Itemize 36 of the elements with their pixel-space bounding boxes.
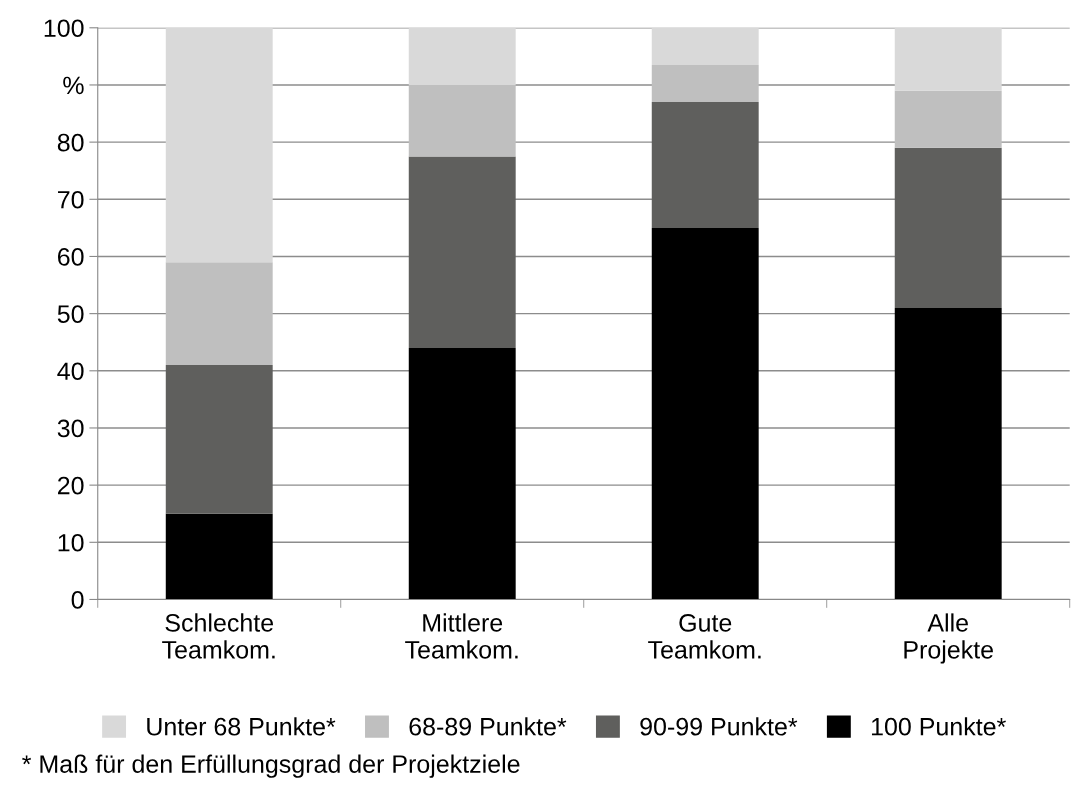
legend-label: 68-89 Punkte*	[409, 717, 567, 736]
bar	[894, 27, 1002, 91]
y-tick-label: 0	[71, 591, 84, 609]
bar	[165, 262, 273, 366]
y-tick-label: 60	[58, 248, 84, 266]
y-tick-label: 10	[58, 533, 84, 552]
bar	[165, 513, 273, 600]
y-tick-label: 30	[57, 419, 84, 438]
legend-label: 90-99 Punkte*	[640, 717, 798, 736]
y-tick-label: 20	[58, 476, 84, 495]
bar	[651, 227, 759, 600]
y-tick-label: 100	[44, 19, 84, 38]
bar	[651, 64, 759, 103]
x-tick-label: Mittlere Teamkom.	[405, 613, 518, 659]
bar	[408, 347, 516, 600]
y-tick-label: 80	[57, 133, 84, 152]
legend-label: Unter 68 Punkte*	[147, 717, 336, 736]
bar	[408, 27, 516, 85]
x-tick-label: Alle Projekte	[904, 613, 993, 664]
bar	[894, 307, 1002, 600]
x-tick-label: Schlechte Teamkom.	[162, 613, 275, 659]
bar	[165, 27, 273, 263]
bar	[165, 365, 273, 514]
bar	[651, 27, 759, 65]
y-tick-label: 40	[57, 362, 84, 381]
y-tick-label: %	[63, 76, 84, 95]
bar	[894, 147, 1002, 308]
legend-label: 100 Punkte*	[872, 717, 1006, 736]
bar	[651, 102, 759, 228]
y-tick-label: 50	[57, 305, 84, 323]
y-tick-label: 70	[58, 190, 84, 209]
bar	[408, 84, 516, 157]
bar	[408, 156, 516, 348]
text: * Maß für den Erfüllungsgrad der Projektziele	[22, 754, 520, 778]
x-tick-label: Gute Teamkom.	[648, 614, 761, 659]
bar	[894, 90, 1002, 148]
